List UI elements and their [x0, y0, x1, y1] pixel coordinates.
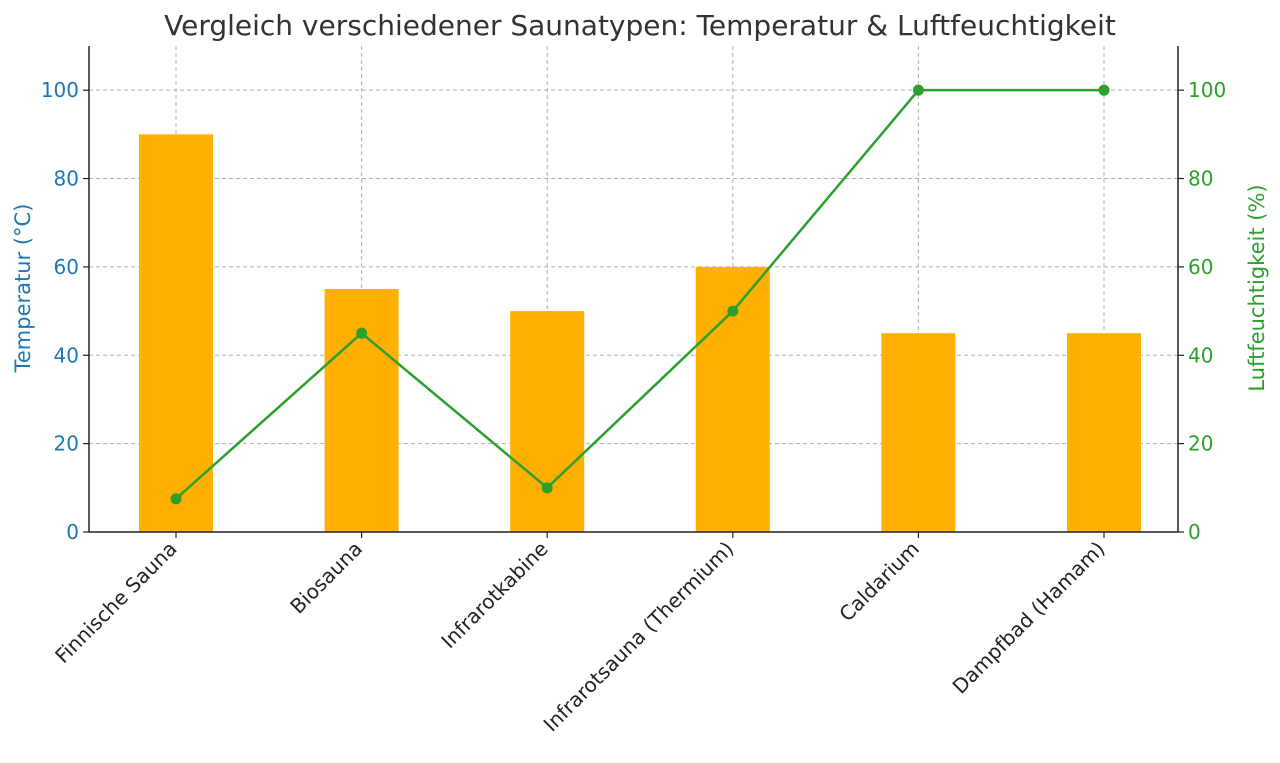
tick-label-right: 20 [1188, 432, 1213, 456]
y-axis-label-right: Luftfeuchtigkeit (%) [1245, 184, 1269, 391]
category-label: Biosauna [285, 537, 367, 619]
tick-label-left: 80 [54, 167, 79, 191]
bar [324, 289, 399, 532]
tick-label-right: 80 [1188, 167, 1213, 191]
category-label: Infrarotkabine [436, 537, 552, 653]
humidity-point [541, 482, 553, 494]
tick-label-right: 0 [1188, 520, 1201, 544]
humidity-line [175, 88, 1104, 500]
category-label: Finnische Sauna [50, 537, 181, 668]
bar [510, 311, 585, 532]
tick-label-left: 0 [66, 520, 79, 544]
grid [89, 46, 1178, 533]
tick-label-left: 60 [54, 255, 79, 279]
tick-label-right: 40 [1188, 343, 1213, 367]
tick-label-left: 20 [54, 432, 79, 456]
bar [881, 333, 956, 532]
category-label: Infrarotsauna (Thermium) [539, 537, 739, 737]
tick-label-left: 40 [54, 343, 79, 367]
y-axis-label-left: Temperatur (°C) [11, 204, 35, 374]
axes [83, 46, 1184, 538]
tick-label-left: 100 [41, 78, 79, 102]
tick-label-right: 60 [1188, 255, 1213, 279]
humidity-point [356, 327, 368, 339]
bar-series [139, 134, 1141, 532]
humidity-point [170, 493, 182, 505]
tick-label-right: 100 [1188, 78, 1226, 102]
line-series [170, 84, 1110, 505]
category-label: Dampfbad (Hamam) [948, 537, 1110, 699]
humidity-point [912, 84, 924, 96]
humidity-point [1098, 84, 1110, 96]
humidity-point [727, 305, 739, 317]
bar [1067, 333, 1141, 532]
chart-title: Vergleich verschiedener Saunatypen: Temp… [164, 9, 1116, 42]
category-label: Caldarium [834, 537, 924, 627]
bar [139, 134, 213, 532]
